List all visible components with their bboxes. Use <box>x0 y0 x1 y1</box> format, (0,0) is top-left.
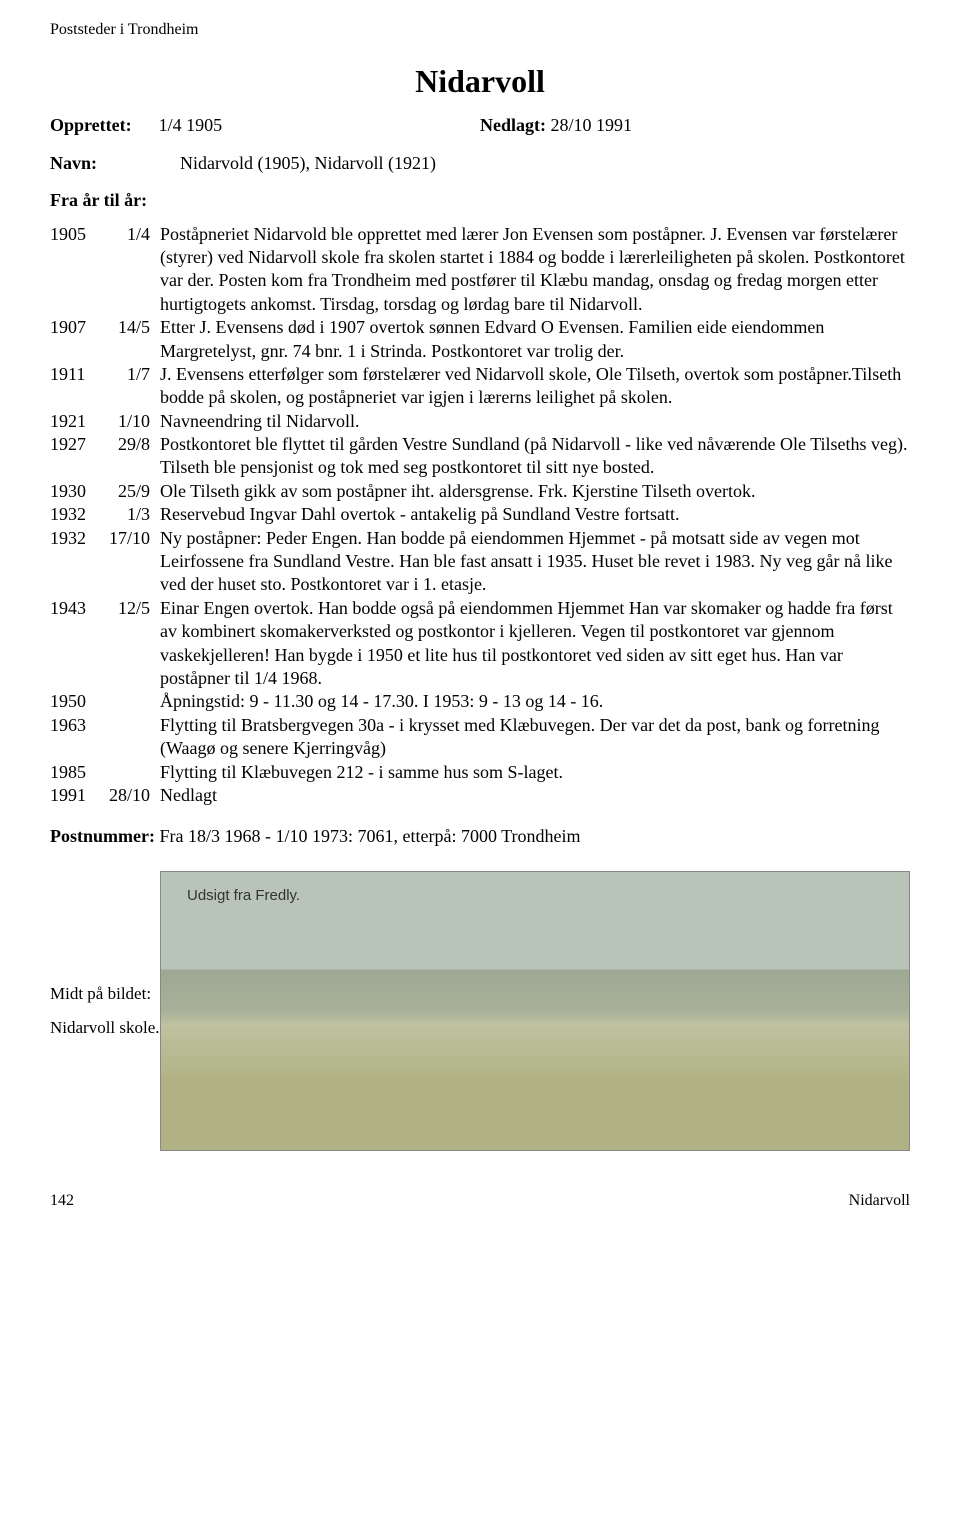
timeline-entry: 1985 Flytting til Klæbuvegen 212 - i samm… <box>50 761 910 784</box>
page-footer: 142 Nidarvoll <box>50 1191 910 1212</box>
image-block: Midt på bildet: Nidarvoll skole. Udsigt … <box>50 871 910 1151</box>
entry-year: 1932 <box>50 527 105 597</box>
entry-text: Ole Tilseth gikk av som poståpner iht. a… <box>160 480 910 503</box>
page-header: Poststeder i Trondheim <box>50 20 910 41</box>
entry-date: 25/9 <box>105 480 160 503</box>
entry-text: Ny poståpner: Peder Engen. Han bodde på … <box>160 527 910 597</box>
entry-date <box>105 714 160 761</box>
image-inner-label: Udsigt fra Fredly. <box>187 886 300 906</box>
timeline-entry: 193217/10Ny poståpner: Peder Engen. Han … <box>50 527 910 597</box>
entry-year: 1927 <box>50 433 105 480</box>
entry-year: 1921 <box>50 410 105 433</box>
entry-text: J. Evensens etterfølger som førstelærer … <box>160 363 910 410</box>
navn-label: Navn: <box>50 152 180 175</box>
entry-text: Reservebud Ingvar Dahl overtok - antakel… <box>160 503 910 526</box>
entry-text: Nedlagt <box>160 784 910 807</box>
entry-year: 1911 <box>50 363 105 410</box>
entry-text: Flytting til Bratsbergvegen 30a - i krys… <box>160 714 910 761</box>
entry-date: 17/10 <box>105 527 160 597</box>
image-caption: Midt på bildet: Nidarvoll skole. <box>50 981 160 1040</box>
timeline-entry: 19321/3Reservebud Ingvar Dahl overtok - … <box>50 503 910 526</box>
entry-year: 1991 <box>50 784 105 807</box>
entry-text: Einar Engen overtok. Han bodde også på e… <box>160 597 910 691</box>
entry-text: Postkontoret ble flyttet til gården Vest… <box>160 433 910 480</box>
footer-page-number: 142 <box>50 1191 74 1212</box>
postnummer-row: Postnummer: Fra 18/3 1968 - 1/10 1973: 7… <box>50 825 910 848</box>
caption-line-2: Nidarvoll skole. <box>50 1015 160 1041</box>
timeline-entry: 19111/7J. Evensens etterfølger som først… <box>50 363 910 410</box>
nedlagt-label: Nedlagt: <box>480 115 546 135</box>
entry-year: 1985 <box>50 761 105 784</box>
document-title: Nidarvoll <box>50 61 910 103</box>
entry-date <box>105 761 160 784</box>
timeline-entry: 190714/5Etter J. Evensens død i 1907 ove… <box>50 316 910 363</box>
entry-date: 14/5 <box>105 316 160 363</box>
fra-ar-label: Fra år til år: <box>50 189 910 212</box>
entry-date: 29/8 <box>105 433 160 480</box>
postnummer-value: Fra 18/3 1968 - 1/10 1973: 7061, etterpå… <box>159 826 580 846</box>
timeline-entry: 1963 Flytting til Bratsbergvegen 30a - i … <box>50 714 910 761</box>
timeline-entry: 192729/8Postkontoret ble flyttet til går… <box>50 433 910 480</box>
caption-line-1: Midt på bildet: <box>50 981 160 1007</box>
entry-text: Åpningstid: 9 - 11.30 og 14 - 17.30. I 1… <box>160 690 910 713</box>
timeline-entry: 19211/10Navneendring til Nidarvoll. <box>50 410 910 433</box>
entry-year: 1905 <box>50 223 105 317</box>
postcard-image: Udsigt fra Fredly. <box>160 871 910 1151</box>
entry-date: 1/10 <box>105 410 160 433</box>
timeline-entry: 193025/9Ole Tilseth gikk av som poståpne… <box>50 480 910 503</box>
entry-date: 1/7 <box>105 363 160 410</box>
entry-date: 12/5 <box>105 597 160 691</box>
footer-section: Nidarvoll <box>849 1191 910 1212</box>
entry-year: 1943 <box>50 597 105 691</box>
entry-year: 1950 <box>50 690 105 713</box>
entry-text: Flytting til Klæbuvegen 212 - i samme hu… <box>160 761 910 784</box>
postnummer-label: Postnummer: <box>50 826 155 846</box>
entry-year: 1930 <box>50 480 105 503</box>
entry-text: Navneendring til Nidarvoll. <box>160 410 910 433</box>
timeline-entry: 194312/5Einar Engen overtok. Han bodde o… <box>50 597 910 691</box>
timeline-entry: 199128/10Nedlagt <box>50 784 910 807</box>
entry-date <box>105 690 160 713</box>
entry-year: 1932 <box>50 503 105 526</box>
opprettet-value: 1/4 1905 <box>159 115 223 135</box>
opprettet-label: Opprettet: <box>50 115 132 135</box>
timeline-entry: 1950 Åpningstid: 9 - 11.30 og 14 - 17.30.… <box>50 690 910 713</box>
entry-date: 28/10 <box>105 784 160 807</box>
entry-date: 1/4 <box>105 223 160 317</box>
entry-text: Poståpneriet Nidarvold ble opprettet med… <box>160 223 910 317</box>
navn-row: Navn: Nidarvold (1905), Nidarvoll (1921) <box>50 152 910 175</box>
timeline-list: 19051/4Poståpneriet Nidarvold ble oppret… <box>50 223 910 808</box>
entry-text: Etter J. Evensens død i 1907 overtok søn… <box>160 316 910 363</box>
entry-year: 1963 <box>50 714 105 761</box>
opprettet-nedlagt-row: Opprettet: 1/4 1905 Nedlagt: 28/10 1991 <box>50 114 910 137</box>
navn-value: Nidarvold (1905), Nidarvoll (1921) <box>180 152 436 175</box>
nedlagt-value: 28/10 1991 <box>551 115 633 135</box>
entry-year: 1907 <box>50 316 105 363</box>
timeline-entry: 19051/4Poståpneriet Nidarvold ble oppret… <box>50 223 910 317</box>
entry-date: 1/3 <box>105 503 160 526</box>
